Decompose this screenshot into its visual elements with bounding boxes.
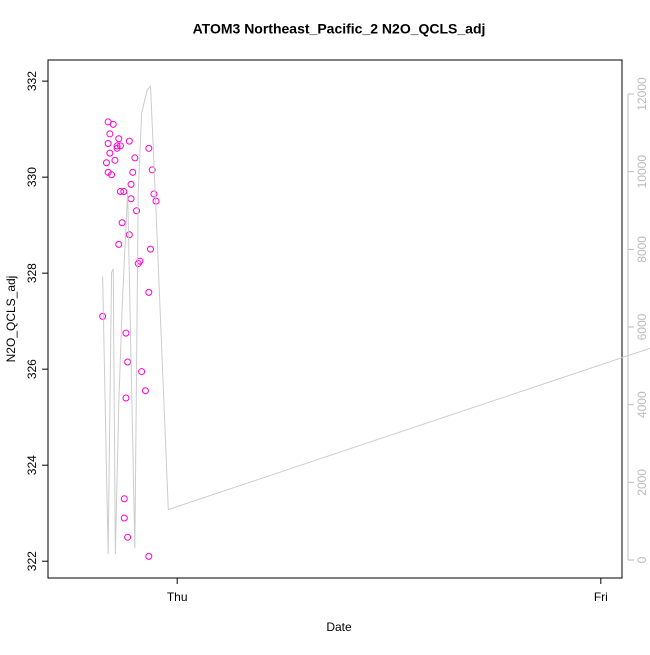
line	[102, 84, 650, 555]
point	[148, 166, 156, 174]
point	[106, 149, 114, 157]
point	[124, 533, 132, 541]
point	[136, 257, 144, 265]
point	[133, 207, 141, 215]
y2-tick-label: 2000	[635, 469, 649, 496]
point	[150, 190, 158, 198]
plot-box	[47, 59, 623, 579]
y2-tick-label: 8000	[635, 236, 649, 263]
point	[116, 142, 124, 150]
point	[104, 168, 112, 176]
point	[116, 188, 124, 196]
point	[122, 394, 130, 402]
y-tick-label: 324	[25, 455, 39, 475]
point	[125, 137, 133, 145]
point	[124, 358, 132, 366]
point	[145, 144, 153, 152]
y-tick-label: 330	[25, 167, 39, 187]
point	[115, 240, 123, 248]
y2-tick-label: 10000	[635, 155, 649, 189]
y2-tick-label: 0	[635, 556, 649, 563]
y-axis-label: N2O_QCLS_adj	[4, 276, 18, 363]
point	[113, 142, 121, 150]
point	[109, 120, 117, 128]
y-tick-label: 322	[25, 551, 39, 571]
point	[120, 495, 128, 503]
point	[115, 135, 123, 143]
x-tick-label: Fri	[594, 590, 608, 604]
x-axis-label: Date	[326, 620, 352, 634]
point	[125, 231, 133, 239]
point	[118, 219, 126, 227]
y2-tick-label: 4000	[635, 391, 649, 418]
point	[147, 245, 155, 253]
y-tick-label: 328	[25, 263, 39, 283]
y-tick-label: 326	[25, 359, 39, 379]
x-tick-label: Thu	[167, 590, 188, 604]
y2-tick-label: 6000	[635, 313, 649, 340]
point	[120, 514, 128, 522]
point	[127, 195, 135, 203]
point	[145, 288, 153, 296]
point	[111, 156, 119, 164]
y2-tick-label: 12000	[635, 77, 649, 111]
point	[120, 188, 128, 196]
y-tick-label: 332	[25, 71, 39, 91]
point	[129, 168, 137, 176]
chart-title: ATOM3 Northeast_Pacific_2 N2O_QCLS_adj	[193, 21, 486, 37]
point	[127, 180, 135, 188]
point	[141, 387, 149, 395]
point	[131, 154, 139, 162]
point	[99, 312, 107, 320]
point	[104, 140, 112, 148]
point	[122, 329, 130, 337]
point	[102, 159, 110, 167]
point	[106, 130, 114, 138]
point	[138, 368, 146, 376]
point	[145, 552, 153, 560]
